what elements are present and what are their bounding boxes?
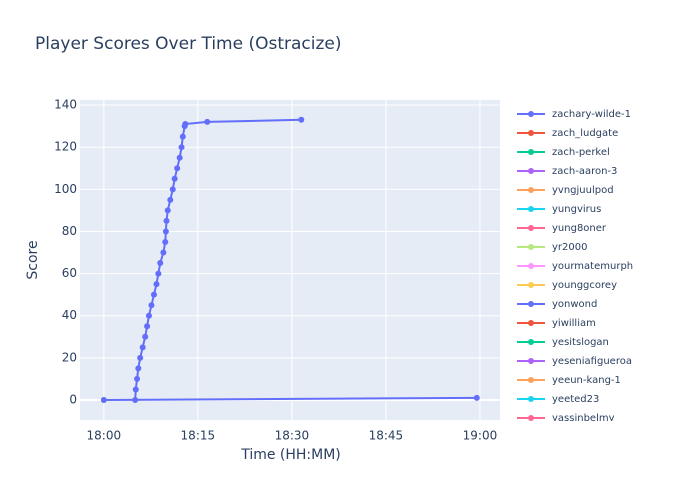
data-point [162,238,169,245]
legend-label[interactable]: yungvirus [552,204,601,215]
x-tick-label: 18:15 [181,429,216,443]
data-point [160,249,167,256]
data-point [164,207,171,214]
legend-label[interactable]: younggcorey [552,280,617,291]
data-point [150,291,157,298]
legend-swatch-marker [528,206,534,212]
data-point [163,217,170,224]
legend-label[interactable]: yourmatemurph [552,261,633,272]
legend-label[interactable]: zach_ludgate [552,128,618,139]
y-tick-label: 0 [69,392,77,406]
data-point [171,175,178,182]
y-tick-label: 120 [54,140,77,154]
data-point [132,386,139,393]
y-tick-label: 80 [62,224,77,238]
chart-title: Player Scores Over Time (Ostracize) [35,34,342,54]
y-tick-label: 100 [54,182,77,196]
data-point [178,144,185,151]
x-tick-label: 18:30 [275,429,310,443]
legend-label[interactable]: yiwilliam [552,318,596,329]
legend-label[interactable]: zachary-wilde-1 [552,109,631,120]
data-point [144,323,151,330]
legend[interactable]: zachary-wilde-1 zach_ludgate zach-perkel za… [517,109,633,424]
plot-area [100,116,480,403]
data-point [298,116,305,123]
data-point [100,396,107,403]
data-point [139,344,146,351]
series-line [103,396,477,401]
legend-swatch-marker [528,111,534,117]
legend-label[interactable]: yeseniafigueroa [552,356,632,367]
data-point [176,154,183,161]
legend-label[interactable]: yesitslogan [552,337,609,348]
legend-swatch-marker [528,187,534,193]
legend-swatch-marker [528,225,534,231]
legend-swatch-marker [528,130,534,136]
data-point [174,165,181,172]
legend-swatch-marker [528,301,534,307]
data-point [155,270,162,277]
data-point [135,365,142,372]
legend-swatch-marker [528,320,534,326]
legend-label[interactable]: yeeun-kang-1 [552,375,621,386]
x-axis-title: Time (HH:MM) [240,447,341,463]
y-tick-label: 60 [62,266,77,280]
data-point [162,228,169,235]
legend-swatch-marker [528,358,534,364]
data-point [145,312,152,319]
legend-label[interactable]: yeeted23 [552,394,599,405]
legend-label[interactable]: zach-aaron-3 [552,166,617,177]
legend-swatch-marker [528,396,534,402]
data-point [182,121,189,128]
x-tick-label: 18:45 [369,429,404,443]
legend-label[interactable]: yassinbelmy [552,413,615,424]
legend-swatch-marker [528,149,534,155]
x-tick-label: 19:00 [463,429,498,443]
data-point [204,118,211,125]
y-tick-label: 20 [62,350,77,364]
legend-label[interactable]: zach-perkel [552,147,610,158]
data-point [473,394,480,401]
data-point [157,260,164,267]
legend-label[interactable]: yr2000 [552,242,587,253]
data-point [134,375,141,382]
legend-swatch-marker [528,244,534,250]
data-point [148,302,155,309]
y-axis-title: Score [25,240,41,279]
legend-label[interactable]: yvngjuulpod [552,185,614,196]
y-tick-label: 40 [62,308,77,322]
legend-swatch-marker [528,377,534,383]
legend-swatch-marker [528,415,534,421]
legend-swatch-marker [528,263,534,269]
data-point [137,354,144,361]
plot-background [80,100,500,420]
legend-label[interactable]: yonwond [552,299,597,310]
data-point [169,186,176,193]
data-point [153,281,160,288]
legend-swatch-marker [528,168,534,174]
data-point [167,196,174,203]
data-point [142,333,149,340]
legend-swatch-marker [528,339,534,345]
y-tick-label: 140 [54,98,77,112]
legend-label[interactable]: yung8oner [552,223,607,234]
data-point [179,133,186,140]
x-tick-label: 18:00 [87,429,122,443]
legend-swatch-marker [528,282,534,288]
